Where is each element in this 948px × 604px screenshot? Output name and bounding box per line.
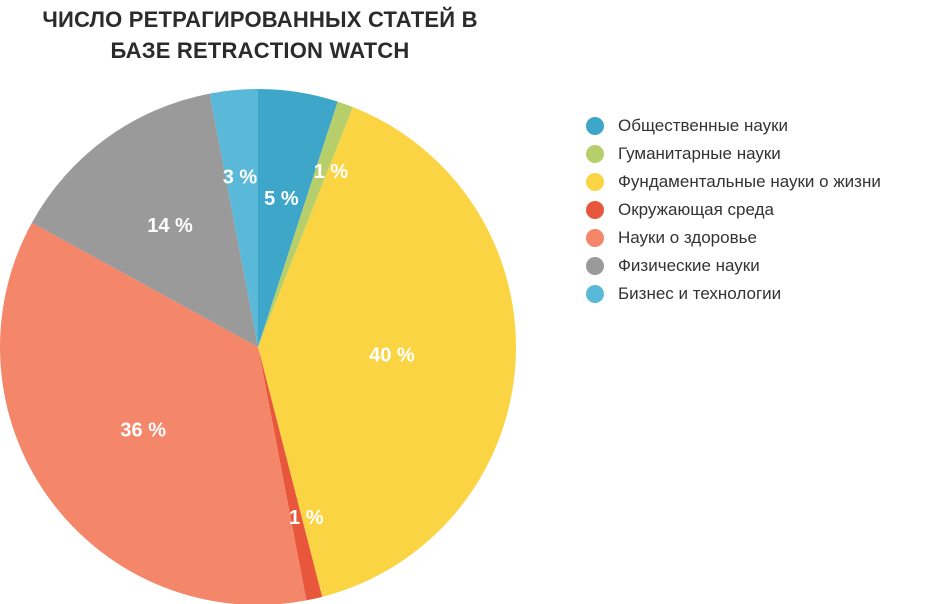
chart-title: ЧИСЛО РЕТРАГИРОВАННЫХ СТАТЕЙ В БАЗЕ RETR…	[0, 4, 520, 66]
legend-item: Физические науки	[586, 252, 881, 280]
legend: Общественные науки Гуманитарные науки Фунд…	[586, 112, 881, 308]
pie-slice	[258, 107, 517, 597]
pie-slice	[258, 101, 353, 348]
legend-item: Гуманитарные науки	[586, 140, 881, 168]
pie-slice	[0, 222, 307, 604]
pie-slice	[258, 89, 338, 347]
legend-swatch	[586, 257, 604, 275]
slice-value-label: 1 %	[314, 161, 349, 183]
legend-item: Общественные науки	[586, 112, 881, 140]
legend-item: Окружающая среда	[586, 196, 881, 224]
pie-value-labels: 5 % 1 % 40 % 1 % 36 % 14 % 3 %	[120, 161, 414, 529]
legend-item: Науки о здоровье	[586, 224, 881, 252]
legend-swatch	[586, 117, 604, 135]
legend-swatch	[586, 145, 604, 163]
legend-label: Бизнес и технологии	[618, 284, 782, 303]
legend-label: Гуманитарные науки	[618, 144, 781, 163]
legend-item: Фундаментальные науки о жизни	[586, 168, 881, 196]
legend-swatch	[586, 285, 604, 303]
pie-slice	[31, 93, 259, 348]
legend-swatch	[586, 229, 604, 247]
chart-title-line-2: БАЗЕ RETRACTION WATCH	[110, 38, 410, 63]
legend-item: Бизнес и технологии	[586, 280, 881, 308]
pie-slice	[258, 347, 323, 601]
slice-value-label: 1 %	[289, 507, 324, 529]
legend-label: Науки о здоровье	[618, 228, 757, 247]
legend-label: Физические науки	[618, 256, 760, 275]
slice-value-label: 3 %	[223, 166, 258, 188]
legend-label: Фундаментальные науки о жизни	[618, 172, 881, 191]
slice-value-label: 36 %	[120, 419, 166, 441]
chart-title-line-1: ЧИСЛО РЕТРАГИРОВАННЫХ СТАТЕЙ В	[42, 7, 478, 32]
pie-slice	[209, 89, 258, 347]
pie-slices	[0, 89, 517, 604]
slice-value-label: 14 %	[147, 215, 193, 237]
legend-swatch	[586, 201, 604, 219]
slice-value-label: 5 %	[264, 188, 299, 210]
legend-label: Общественные науки	[618, 116, 789, 135]
legend-swatch	[586, 173, 604, 191]
legend-label: Окружающая среда	[618, 200, 774, 219]
slice-value-label: 40 %	[369, 344, 415, 366]
